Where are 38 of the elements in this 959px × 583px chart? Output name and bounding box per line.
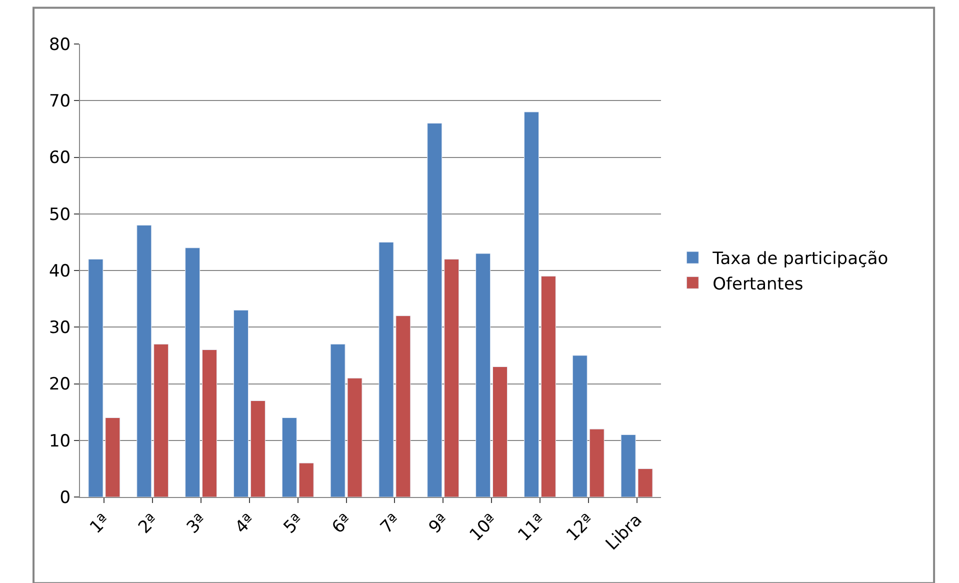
bar [589,428,604,497]
bar [492,366,508,497]
x-tick-label: 2ª [134,510,162,538]
x-tick-label: 1ª [86,510,114,538]
bar [250,400,266,497]
x-tick-label: 5ª [280,510,308,538]
x-tick-label: 7ª [376,510,404,538]
y-tick-label: 40 [48,261,71,282]
bar [298,462,314,497]
y-tick-label: 60 [48,148,71,168]
legend-label: Taxa de participação [712,249,888,270]
x-tick-label: 12ª [562,510,598,546]
x-tick-label: 9ª [425,510,453,538]
bar [154,344,169,497]
y-tick-label: 10 [48,431,71,452]
bar [185,248,200,497]
bar [476,253,491,497]
bar [524,112,539,497]
bar [136,224,152,497]
y-tick-label: 0 [60,488,71,508]
x-tick-label: 4ª [232,510,260,538]
bar [233,310,248,497]
bar [427,123,442,497]
bar [282,417,297,497]
y-tick-label: 20 [48,374,71,395]
x-tick-label: 10ª [466,510,502,546]
y-tick-label: 70 [48,92,71,112]
y-tick-label: 80 [48,34,71,55]
x-tick-label: 11ª [514,510,550,546]
x-tick-label: 6ª [328,510,356,538]
legend-label: Ofertantes [712,274,804,294]
x-tick-label: 3ª [183,510,211,538]
bar [444,258,460,497]
bar [202,350,218,497]
y-tick-label: 30 [48,318,71,338]
y-tick-label: 50 [48,204,71,225]
bar [540,276,556,497]
bar [572,355,588,497]
